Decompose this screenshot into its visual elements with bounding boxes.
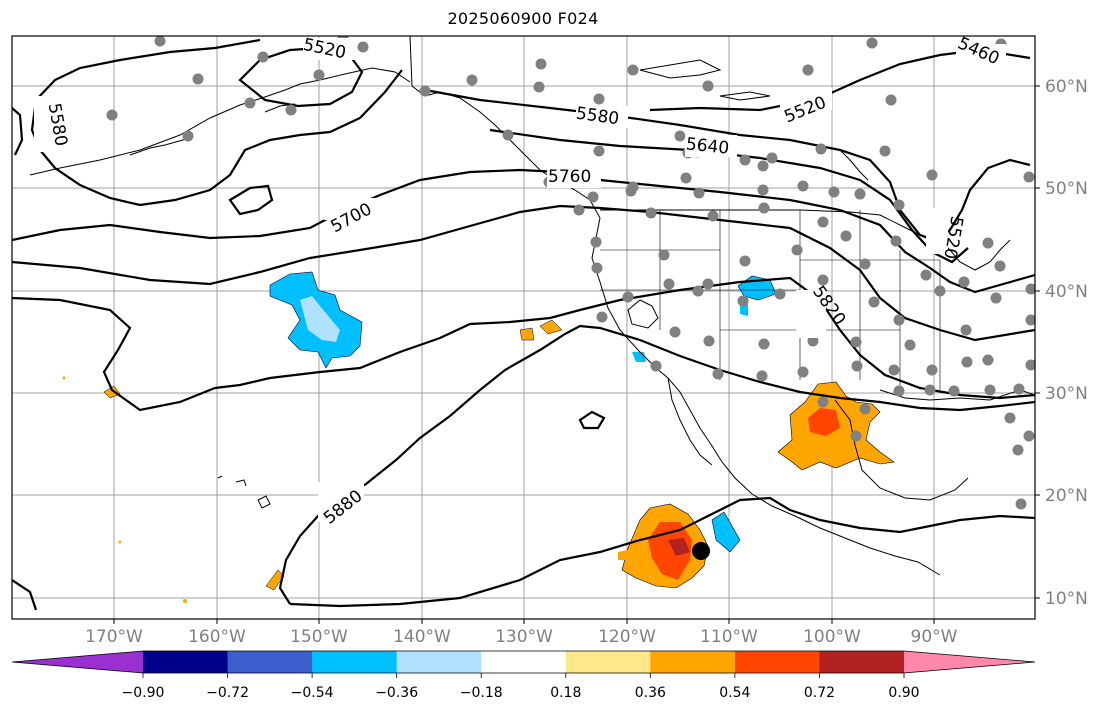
contour-line bbox=[12, 579, 38, 611]
lat-label-10N: 10°N bbox=[1045, 589, 1088, 609]
lat-label-30N: 30°N bbox=[1045, 384, 1088, 404]
colorbar-tick-label: 0.36 bbox=[635, 685, 666, 701]
map-title: 2025060900 F024 bbox=[447, 9, 599, 28]
lat-label-40N: 40°N bbox=[1045, 282, 1088, 302]
contour-line bbox=[35, 38, 261, 101]
colorbar-segment bbox=[650, 651, 736, 673]
lat-label-60N: 60°N bbox=[1045, 77, 1088, 97]
lon-label-130W: 130°W bbox=[495, 627, 553, 647]
lon-label-120W: 120°W bbox=[598, 627, 656, 647]
contour-line bbox=[289, 496, 1035, 608]
contour-line bbox=[228, 184, 274, 216]
colorbar-segment bbox=[396, 651, 482, 673]
colorbar-tick-label: 0.18 bbox=[550, 685, 581, 701]
contour-line bbox=[30, 69, 403, 207]
colorbar-segment bbox=[481, 651, 567, 673]
colorbar-tick-label: 0.72 bbox=[804, 685, 835, 701]
contour-line bbox=[12, 168, 1035, 294]
lon-label-110W: 110°W bbox=[700, 627, 758, 647]
contour-line bbox=[238, 46, 364, 108]
lon-label-160W: 160°W bbox=[188, 627, 246, 647]
lon-label-150W: 150°W bbox=[290, 627, 348, 647]
contour-line bbox=[12, 107, 24, 156]
contour-line bbox=[12, 276, 1035, 412]
lon-label-140W: 140°W bbox=[393, 627, 451, 647]
lat-label-20N: 20°N bbox=[1045, 486, 1088, 506]
storm-center-marker bbox=[692, 542, 710, 560]
colorbar-segment bbox=[565, 651, 651, 673]
lon-label-170W: 170°W bbox=[85, 627, 143, 647]
contour-label-5640: 5640 bbox=[685, 134, 730, 158]
colorbar-extend-high bbox=[904, 651, 1035, 673]
lon-label-90W: 90°W bbox=[911, 627, 958, 647]
colorbar-tick-label: −0.72 bbox=[206, 685, 249, 701]
longitude-axis: 170°W 160°W 150°W 140°W 130°W 120°W 110°… bbox=[85, 619, 958, 647]
colorbar-tick-label: −0.36 bbox=[375, 685, 418, 701]
colorbar-tick-label: −0.18 bbox=[460, 685, 503, 701]
station-markers bbox=[106, 36, 1035, 510]
colorbar: −0.90 −0.72 −0.54 −0.36 −0.18 0.18 0.36 0.54 0.7… bbox=[11, 650, 1036, 701]
colorbar-extend-low bbox=[12, 651, 143, 673]
lat-label-50N: 50°N bbox=[1045, 179, 1088, 199]
colorbar-segment bbox=[143, 651, 229, 673]
contour-line bbox=[578, 410, 606, 430]
lon-label-100W: 100°W bbox=[803, 627, 861, 647]
colorbar-segment bbox=[227, 651, 313, 673]
colorbar-segment bbox=[312, 651, 398, 673]
colorbar-tick-label: −0.90 bbox=[122, 685, 165, 701]
negative-anomaly-region bbox=[711, 511, 741, 553]
colorbar-tick-label: 0.90 bbox=[888, 685, 919, 701]
colorbar-segment bbox=[819, 651, 905, 673]
contour-labels: 5520 5580 5520 5580 5640 5760 5700 5820 … bbox=[34, 36, 1006, 529]
height-contours bbox=[12, 38, 1035, 611]
colorbar-tick-label: −0.54 bbox=[291, 685, 334, 701]
latitude-axis: 60°N 50°N 40°N 30°N 20°N 10°N bbox=[1035, 77, 1088, 609]
contour-label-5760: 5760 bbox=[548, 167, 591, 187]
colorbar-tick-label: 0.54 bbox=[719, 685, 750, 701]
colorbar-segment bbox=[734, 651, 820, 673]
